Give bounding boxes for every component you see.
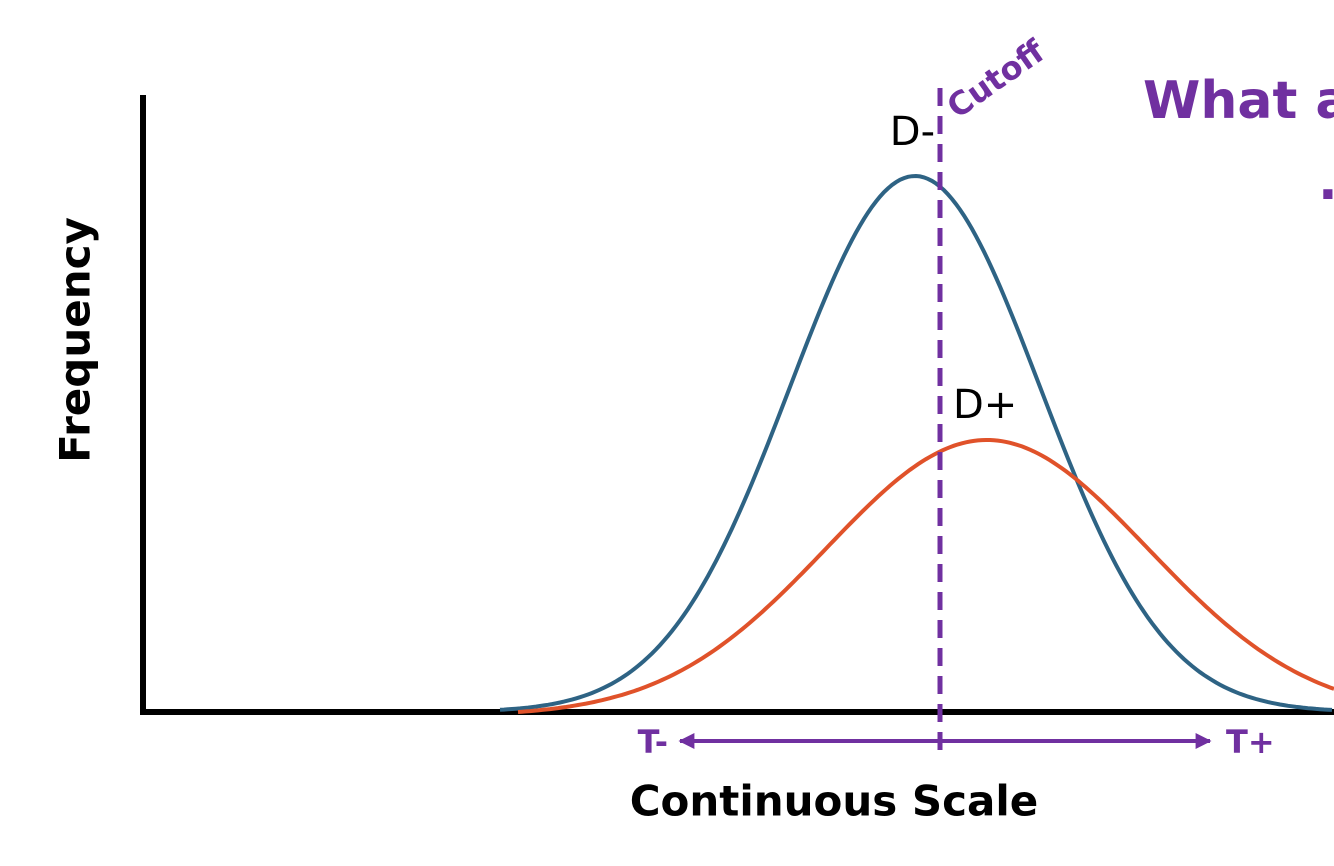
x-axis-label: Continuous Scale [630,777,1039,826]
heading: What a [1143,71,1334,131]
positive-curve [517,438,1334,714]
y-axis-label: Frequency [51,217,100,463]
positive-label: D+ [953,382,1017,428]
test-positive-label: T+ [1226,723,1275,761]
cutoff-label: Cutoff [940,31,1052,126]
negative-label: D- [890,109,935,155]
heading-line2: . [1318,152,1334,212]
test-negative-label: T- [638,723,668,761]
negative-curve [499,173,1333,712]
